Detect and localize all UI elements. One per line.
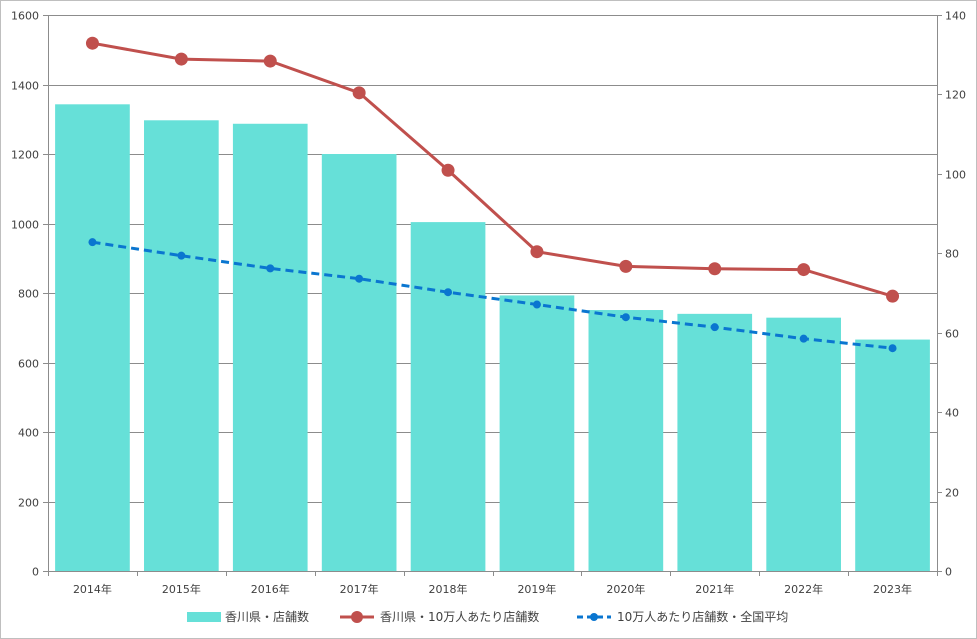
- data-point: [266, 264, 275, 273]
- legend-bar: 香川県・店舗数: [187, 609, 309, 624]
- legend-label: 香川県・10万人あたり店舗数: [380, 609, 539, 624]
- data-point: [177, 251, 186, 260]
- legend: 香川県・店舗数 香川県・10万人あたり店舗数 10万人あたり店舗数・全国平均: [187, 609, 788, 624]
- data-point: [619, 259, 633, 273]
- data-point: [355, 274, 364, 283]
- x-tick-label: 2022年: [784, 582, 823, 596]
- national-average-line: [92, 240, 893, 350]
- data-point: [799, 334, 808, 343]
- legend-marker: [351, 611, 363, 623]
- x-tick-label: 2016年: [251, 582, 290, 596]
- x-tick-label: 2019年: [517, 582, 556, 596]
- x-tick-label: 2018年: [429, 582, 468, 596]
- y-left-tick-label: 1200: [11, 149, 39, 162]
- data-point: [263, 54, 277, 68]
- y-left-tick-label: 800: [18, 288, 39, 301]
- bar: [766, 317, 841, 571]
- bar: [55, 104, 130, 572]
- data-point: [444, 288, 453, 297]
- data-point: [532, 300, 541, 309]
- y-left-tick-label: 600: [18, 358, 39, 371]
- bar: [855, 339, 930, 571]
- bar: [321, 154, 397, 571]
- y-left-tick-label: 1400: [11, 80, 39, 93]
- legend-label: 10万人あたり店舗数・全国平均: [617, 609, 788, 624]
- y-right-tick-label: 0: [945, 566, 952, 579]
- y-right-tick-label: 40: [945, 407, 959, 420]
- y-left-tick-label: 1000: [11, 219, 39, 232]
- y-left-tick-label: 400: [18, 427, 39, 440]
- bar: [410, 222, 486, 572]
- y-right-tick-label: 100: [945, 169, 966, 182]
- x-tick-label: 2017年: [340, 582, 379, 596]
- data-point: [174, 52, 188, 66]
- legend-line-national: 10万人あたり店舗数・全国平均: [577, 609, 788, 624]
- data-point: [621, 313, 630, 322]
- y-left-tick-label: 0: [32, 566, 39, 579]
- line-series: [85, 36, 900, 353]
- bar: [588, 310, 664, 571]
- data-point: [88, 238, 97, 247]
- data-point: [441, 163, 455, 177]
- data-point: [886, 289, 900, 303]
- bar: [144, 120, 219, 571]
- y-right-tick-label: 60: [945, 328, 959, 341]
- bar: [677, 313, 753, 571]
- axes: 0 200 400 600 800 1000 1200 1400 1600 0 20 40 60 80 10…: [11, 10, 966, 597]
- legend-line-kagawa: 香川県・10万人あたり店舗数: [340, 609, 539, 624]
- legend-marker: [590, 613, 598, 621]
- data-point: [530, 245, 544, 259]
- bar: [499, 295, 575, 571]
- data-point: [708, 262, 722, 276]
- y-right-tick-label: 140: [945, 10, 966, 23]
- y-right-tick-label: 20: [945, 487, 959, 500]
- x-tick-label: 2015年: [162, 582, 201, 596]
- x-tick-label: 2014年: [73, 582, 112, 596]
- data-point: [710, 323, 719, 332]
- data-point: [888, 344, 897, 353]
- y-left-tick-label: 200: [18, 497, 39, 510]
- x-tick-label: 2023年: [873, 582, 912, 596]
- y-left-tick-label: 1600: [11, 10, 39, 23]
- legend-label: 香川県・店舗数: [225, 609, 309, 624]
- kagawa-rate-line: [92, 41, 894, 298]
- data-point: [797, 263, 811, 277]
- y-right-tick-label: 80: [945, 248, 959, 261]
- bar: [232, 123, 308, 571]
- y-right-tick-label: 120: [945, 89, 966, 102]
- x-tick-label: 2020年: [606, 582, 645, 596]
- data-point: [352, 86, 366, 100]
- x-tick-label: 2021年: [695, 582, 734, 596]
- bar-series: [55, 104, 930, 572]
- legend-swatch: [187, 612, 221, 622]
- data-point: [85, 36, 99, 50]
